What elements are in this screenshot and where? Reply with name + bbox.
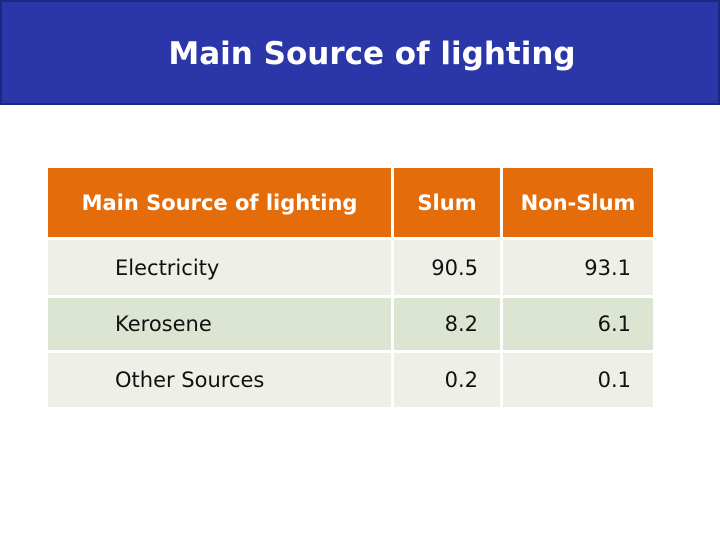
table-cell-value: 8.2 <box>394 298 500 350</box>
column-header: Slum <box>394 168 500 237</box>
table-cell-value: 93.1 <box>503 240 653 295</box>
table-cell-value: 6.1 <box>503 298 653 350</box>
column-header: Main Source of lighting <box>48 168 391 237</box>
row-label: Kerosene <box>48 298 391 350</box>
table-cell-value: 0.1 <box>503 353 653 407</box>
slide-title: Main Source of lighting <box>168 36 576 72</box>
title-bar <box>0 0 720 105</box>
table-cell-value: 0.2 <box>394 353 500 407</box>
column-header: Non-Slum <box>503 168 653 237</box>
row-label: Other Sources <box>48 353 391 407</box>
row-label: Electricity <box>48 240 391 295</box>
table-cell-value: 90.5 <box>394 240 500 295</box>
